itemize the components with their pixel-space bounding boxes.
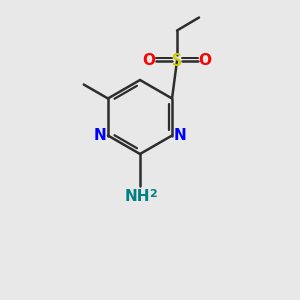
Text: N: N: [174, 128, 187, 143]
Text: O: O: [142, 53, 155, 68]
Text: N: N: [93, 128, 106, 143]
Text: 2: 2: [149, 189, 157, 199]
Text: NH: NH: [124, 189, 150, 204]
Text: O: O: [199, 53, 212, 68]
Text: S: S: [172, 52, 182, 70]
